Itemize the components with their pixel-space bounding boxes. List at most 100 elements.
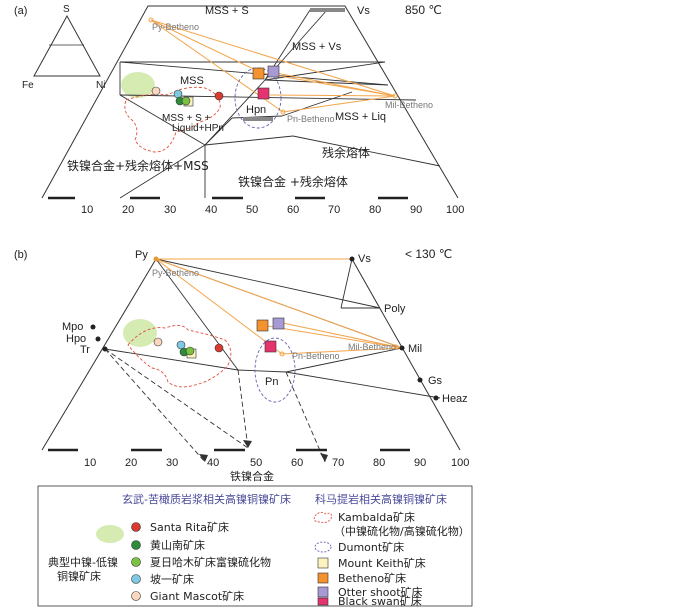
legend-left-title: 玄武-苦橄质岩浆相关高镍铜镍矿床: [122, 492, 291, 506]
panel-a-tag: (a): [14, 5, 27, 17]
field-mss-s-liquid-2: Liquid+HPn: [172, 123, 224, 134]
panel-a-tick-90: 90: [410, 204, 422, 216]
legend-poyi-label: 坡一矿床: [150, 572, 194, 586]
panel-a-tick-40: 40: [205, 204, 217, 216]
panel-a-giant-mascot-point: [151, 86, 161, 96]
legend-santa-rita-swatch: [131, 522, 141, 532]
panel-b-axis-label: 铁镍合金: [230, 469, 274, 483]
field-hpn: Hpn: [246, 104, 266, 116]
vertex-poly: Poly: [384, 303, 406, 315]
panel-b-arrowheads: [199, 440, 328, 462]
panel-b-xiarihamu-point: [185, 346, 195, 356]
vertex-py: Py: [135, 249, 148, 261]
panel-a-x-axis: 10 20 30 40 50 60 70 80 90 100: [48, 196, 464, 216]
legend-kambalda-label: Kambalda矿床: [338, 510, 415, 524]
panel-a-pn-betheno-label: Pn-Betheno: [287, 114, 335, 124]
panel-a-tick-70: 70: [328, 204, 340, 216]
legend-betheno-swatch: [317, 572, 329, 584]
panel-a-mil-betheno-point: [392, 93, 398, 99]
legend-mount-keith-label: Mount Keith矿床: [338, 556, 426, 570]
panel-a-tick-80: 80: [369, 204, 381, 216]
vertex-pn: Pn: [265, 376, 278, 388]
inset-s-label: S: [63, 4, 70, 15]
panel-b-otter-shoot-point: [272, 317, 285, 330]
panel-a-kambalda-outline: [124, 86, 221, 153]
panel-b-black-swan-point: [264, 340, 277, 353]
legend-xiarihamu-label: 夏日哈木矿床富镍硫化物: [150, 555, 271, 569]
panel-b-betheno-point: [256, 319, 269, 332]
legend-santa-rita-label: Santa Rita矿床: [150, 520, 229, 534]
legend-poyi-swatch: [131, 574, 141, 584]
legend-giant-mascot-swatch: [131, 591, 141, 601]
vertex-mil: Mil: [408, 343, 422, 355]
panel-a-black-swan-point: [257, 87, 270, 100]
legend-border: [37, 485, 473, 607]
legend-black-swan-swatch: [317, 597, 329, 606]
panel-a-otter-shoot-point: [267, 65, 280, 78]
vertex-gs: Gs: [428, 375, 443, 387]
legend-xiarihamu-swatch: [131, 557, 141, 567]
panel-a-tick-50: 50: [246, 204, 258, 216]
legend: 玄武-苦橄质岩浆相关高镍铜镍矿床 科马提岩相关高镍铜镍矿床 典型中镍-低镍 铜镍…: [37, 485, 473, 608]
legend-dumont-label: Dumont矿床: [338, 540, 404, 554]
panel-b-tick-30: 30: [166, 457, 178, 469]
panel-b-mil-betheno-point: [393, 344, 399, 350]
legend-typical-line2: 铜镍矿床: [57, 569, 101, 583]
panel-a-tick-10: 10: [81, 204, 93, 216]
panel-a-tick-100: 100: [446, 204, 464, 216]
panel-b-vertex-dots: [90, 256, 439, 401]
field-mss-s-liquid-1: MSS + S +: [162, 113, 211, 124]
panel-b-py-betheno-label: Py-Betheno: [152, 268, 199, 278]
field-mss-liq: MSS + Liq: [335, 111, 386, 123]
panel-a-typical-field: [121, 72, 155, 98]
panel-b-tick-90: 90: [414, 457, 426, 469]
legend-betheno-label: Betheno矿床: [338, 571, 406, 585]
panel-a-tick-20: 20: [122, 204, 134, 216]
panel-b-tick-80: 80: [373, 457, 385, 469]
panel-b-betheno-lines: [155, 258, 403, 355]
legend-otter-shoot-label: Otter shoot矿床: [338, 585, 423, 599]
legend-kambalda-sublabel: （中镍硫化物/高镍硫化物）: [334, 524, 470, 538]
vertex-mpo: Mpo: [62, 321, 83, 333]
panel-b-x-axis: 10 20 30 40 50 60 70 80 90 100 铁镍合金: [48, 448, 469, 483]
panel-a-betheno-point: [252, 67, 265, 80]
inset-outline: [33, 14, 101, 77]
panel-b-tag: (b): [14, 249, 27, 261]
legend-huangshannan-swatch: [131, 540, 141, 550]
panel-a-frame: [41, 5, 459, 199]
panel-b-tick-40: 40: [207, 457, 219, 469]
panel-b-tick-20: 20: [125, 457, 137, 469]
field-alloy-melt-mss: 铁镍合金+残余熔体+MSS: [67, 158, 209, 173]
panel-b-tick-60: 60: [291, 457, 303, 469]
panel-a-vs-bar: [310, 8, 345, 12]
inset-triangle: S Fe Ni: [22, 4, 105, 91]
panel-b-tick-100: 100: [451, 457, 469, 469]
inset-fe-label: Fe: [22, 80, 34, 91]
panel-b-giant-mascot-point: [153, 337, 163, 347]
panel-b-arrows: [104, 348, 326, 463]
panel-b-typical-field: [123, 319, 157, 347]
vertex-tr: Tr: [80, 344, 90, 356]
legend-typical-line1: 典型中镍-低镍: [48, 555, 118, 569]
panel-a-mil-betheno-label: Mil-Betheno: [385, 100, 433, 110]
legend-otter-shoot-swatch: [317, 586, 329, 598]
panel-b-mil-betheno-label: Mil-Betheno: [348, 342, 396, 352]
legend-dumont-swatch: [314, 541, 332, 553]
legend-typical-swatch: [96, 525, 124, 543]
panel-a-tick-60: 60: [287, 204, 299, 216]
field-mss-s: MSS + S: [205, 5, 249, 17]
panel-b-pn-betheno-label: Pn-Betheno: [292, 351, 340, 361]
panel-a-santa-rita-point: [214, 91, 224, 101]
panel-a-py-betheno-point: [148, 17, 154, 23]
vertex-hpo: Hpo: [66, 333, 86, 345]
legend-huangshannan-label: 黄山南矿床: [150, 538, 205, 552]
panel-b-frame: [41, 258, 461, 451]
field-residual-melt: 残余熔体: [322, 145, 370, 160]
panel-a-xiarihamu-point: [181, 96, 191, 106]
panel-a-dumont-outline: [234, 67, 282, 129]
vertex-vs: Vs: [358, 253, 371, 265]
panel-a-hpn-bar: [243, 117, 273, 121]
panel-b-pn-betheno-point: [279, 351, 285, 357]
inset-ni-label: Ni: [96, 80, 105, 91]
